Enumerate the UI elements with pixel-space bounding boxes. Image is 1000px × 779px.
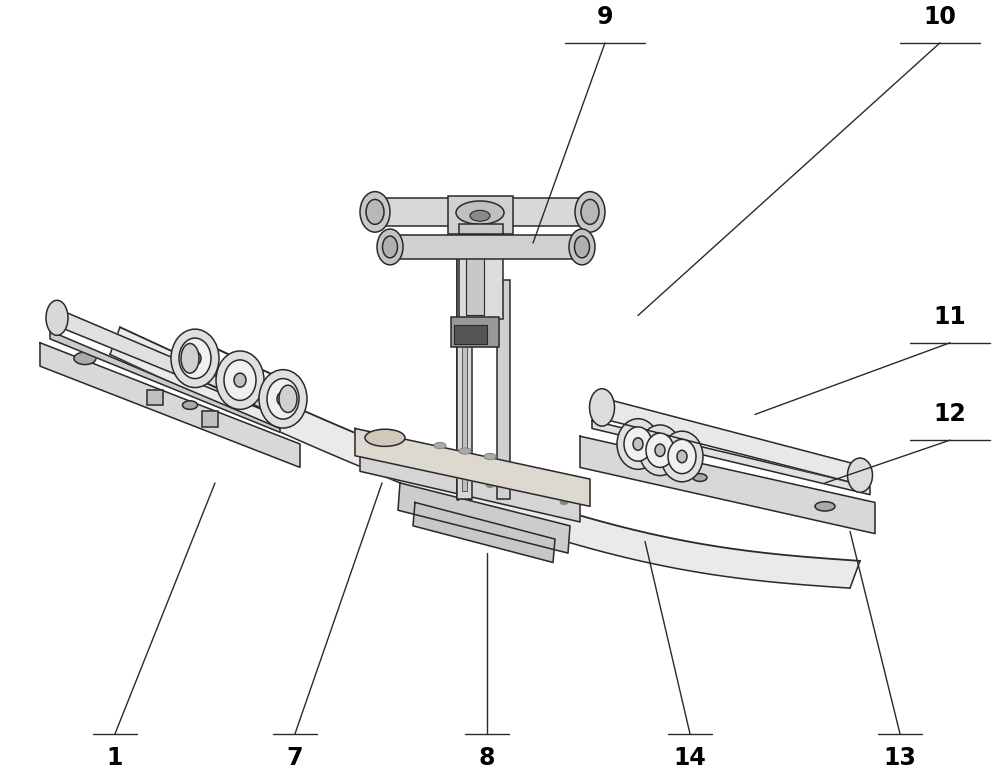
Polygon shape: [50, 331, 280, 432]
Bar: [466, 228, 484, 315]
Bar: [202, 411, 218, 427]
Ellipse shape: [234, 373, 246, 387]
Ellipse shape: [46, 301, 68, 336]
Ellipse shape: [590, 389, 614, 426]
Ellipse shape: [171, 329, 219, 387]
Ellipse shape: [459, 448, 471, 454]
Ellipse shape: [259, 370, 307, 428]
Ellipse shape: [560, 500, 568, 505]
Ellipse shape: [646, 433, 674, 467]
Ellipse shape: [661, 432, 703, 481]
Polygon shape: [398, 483, 570, 553]
Polygon shape: [110, 327, 860, 588]
Ellipse shape: [486, 483, 494, 488]
Bar: [454, 325, 487, 344]
Bar: [457, 249, 472, 499]
Ellipse shape: [848, 458, 872, 492]
Ellipse shape: [224, 360, 256, 400]
Ellipse shape: [484, 453, 496, 460]
Text: 10: 10: [924, 5, 956, 29]
Text: 14: 14: [674, 746, 706, 770]
Polygon shape: [55, 308, 280, 417]
Ellipse shape: [815, 502, 835, 511]
Bar: [459, 226, 503, 319]
Ellipse shape: [279, 386, 297, 413]
Polygon shape: [592, 421, 870, 495]
Ellipse shape: [267, 379, 299, 419]
Bar: [459, 224, 503, 234]
Ellipse shape: [179, 338, 211, 379]
Text: 9: 9: [597, 5, 613, 29]
Ellipse shape: [633, 438, 643, 450]
Text: 13: 13: [884, 746, 916, 770]
Ellipse shape: [74, 352, 96, 365]
Text: 1: 1: [107, 746, 123, 770]
Bar: [451, 317, 499, 347]
Bar: [375, 198, 590, 226]
Bar: [497, 280, 510, 499]
Bar: [448, 196, 513, 234]
Ellipse shape: [181, 344, 199, 373]
Ellipse shape: [360, 192, 390, 232]
Ellipse shape: [182, 401, 198, 410]
Ellipse shape: [693, 474, 707, 481]
Ellipse shape: [639, 425, 681, 475]
Ellipse shape: [569, 229, 595, 265]
Text: 11: 11: [934, 305, 966, 329]
Ellipse shape: [416, 463, 424, 467]
Ellipse shape: [617, 419, 659, 469]
Ellipse shape: [216, 351, 264, 410]
Bar: [390, 235, 582, 259]
Ellipse shape: [655, 444, 665, 456]
Ellipse shape: [581, 199, 599, 224]
Polygon shape: [355, 428, 590, 506]
Bar: [462, 257, 467, 491]
Ellipse shape: [365, 429, 405, 446]
Ellipse shape: [574, 236, 590, 258]
Text: 8: 8: [479, 746, 495, 770]
Ellipse shape: [277, 392, 289, 406]
Polygon shape: [360, 440, 580, 522]
Ellipse shape: [266, 393, 288, 425]
Ellipse shape: [668, 439, 696, 474]
Bar: [147, 390, 163, 405]
Text: 12: 12: [934, 402, 966, 426]
Ellipse shape: [382, 236, 398, 258]
Ellipse shape: [677, 450, 687, 463]
Ellipse shape: [575, 192, 605, 232]
Text: 7: 7: [287, 746, 303, 770]
Ellipse shape: [366, 199, 384, 224]
Polygon shape: [598, 397, 862, 485]
Ellipse shape: [377, 229, 403, 265]
Ellipse shape: [189, 351, 201, 365]
Polygon shape: [580, 436, 875, 534]
Ellipse shape: [456, 201, 504, 224]
Polygon shape: [40, 343, 300, 467]
Ellipse shape: [434, 442, 446, 449]
Polygon shape: [413, 502, 555, 562]
Ellipse shape: [470, 210, 490, 221]
Ellipse shape: [624, 427, 652, 461]
